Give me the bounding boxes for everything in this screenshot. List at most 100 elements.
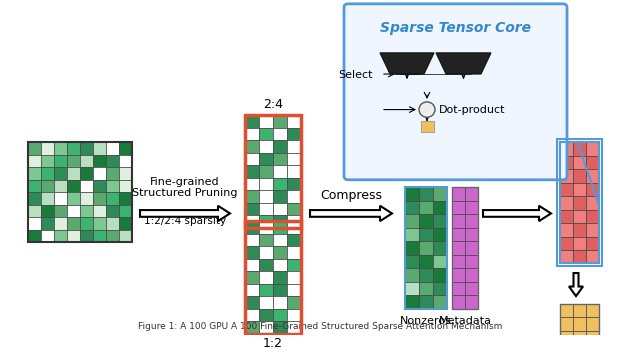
Bar — [106, 192, 119, 205]
Bar — [433, 295, 447, 309]
Bar — [273, 178, 287, 190]
Bar — [28, 217, 41, 230]
Bar — [408, 40, 421, 51]
Bar — [465, 228, 478, 241]
Bar — [273, 116, 287, 128]
Bar — [245, 234, 259, 246]
Bar — [245, 271, 259, 284]
Bar — [419, 214, 433, 228]
Bar — [106, 230, 119, 242]
Bar — [259, 190, 273, 203]
Bar — [41, 142, 54, 155]
Bar — [28, 180, 41, 192]
Bar — [573, 183, 586, 196]
Bar — [405, 241, 419, 255]
Bar — [245, 246, 259, 259]
Bar — [465, 255, 478, 268]
Text: Sparse Tensor Core: Sparse Tensor Core — [380, 21, 531, 35]
Bar — [259, 153, 273, 165]
Bar — [93, 192, 106, 205]
Bar — [560, 250, 573, 263]
Bar — [436, 40, 449, 51]
Bar — [394, 40, 407, 51]
Bar — [560, 169, 573, 183]
Bar — [452, 255, 465, 268]
Bar — [67, 142, 80, 155]
Bar — [405, 201, 419, 214]
Bar — [54, 142, 67, 155]
Bar — [419, 255, 433, 268]
Bar — [273, 246, 287, 259]
Bar — [245, 116, 301, 228]
Bar — [586, 142, 599, 156]
Bar — [119, 205, 132, 217]
Bar — [259, 234, 273, 246]
Bar — [93, 217, 106, 230]
Bar — [287, 309, 301, 321]
Bar — [93, 230, 106, 242]
Bar — [419, 295, 433, 309]
Bar — [245, 165, 259, 178]
Bar — [419, 188, 433, 201]
Bar — [28, 205, 41, 217]
Bar — [573, 209, 586, 223]
Bar — [421, 82, 434, 92]
Bar — [465, 295, 478, 309]
Bar — [80, 180, 93, 192]
Bar — [398, 68, 409, 79]
Bar — [245, 221, 301, 334]
Bar — [465, 201, 478, 214]
Bar — [119, 180, 132, 192]
Bar — [452, 295, 465, 309]
Bar — [452, 188, 465, 201]
Bar — [259, 259, 273, 271]
Bar — [273, 165, 287, 178]
Bar — [106, 217, 119, 230]
Bar — [259, 165, 273, 178]
Bar — [405, 188, 419, 201]
Bar — [106, 155, 119, 167]
Bar — [54, 192, 67, 205]
Bar — [560, 223, 573, 237]
Bar — [54, 217, 67, 230]
Bar — [287, 259, 301, 271]
Bar — [80, 230, 93, 242]
Bar — [465, 268, 478, 282]
Bar — [106, 142, 119, 155]
Bar — [28, 142, 41, 155]
Bar — [93, 180, 106, 192]
Bar — [259, 321, 273, 334]
Bar — [54, 230, 67, 242]
Bar — [119, 192, 132, 205]
Bar — [573, 331, 586, 344]
Text: 1:2: 1:2 — [263, 337, 283, 348]
Bar — [419, 228, 433, 241]
Bar — [586, 196, 599, 209]
Bar — [586, 183, 599, 196]
Bar — [287, 140, 301, 153]
Bar — [287, 234, 301, 246]
Bar — [560, 237, 573, 250]
Bar — [273, 296, 287, 309]
Bar — [419, 282, 433, 295]
Text: Compress: Compress — [320, 189, 382, 202]
Bar — [355, 68, 368, 79]
Bar — [586, 223, 599, 237]
Bar — [41, 167, 54, 180]
Bar — [586, 169, 599, 183]
Bar — [28, 192, 41, 205]
Bar — [464, 40, 477, 51]
Polygon shape — [436, 53, 491, 74]
Bar — [407, 82, 420, 92]
Bar — [93, 155, 106, 167]
Bar — [259, 296, 273, 309]
Bar — [573, 169, 586, 183]
Bar — [245, 140, 259, 153]
Bar — [106, 180, 119, 192]
Bar — [273, 140, 287, 153]
Bar — [419, 268, 433, 282]
Bar — [560, 156, 573, 169]
Bar — [450, 40, 463, 51]
Text: Fine-grained
Structured Pruning: Fine-grained Structured Pruning — [132, 177, 237, 198]
Bar — [435, 82, 448, 92]
